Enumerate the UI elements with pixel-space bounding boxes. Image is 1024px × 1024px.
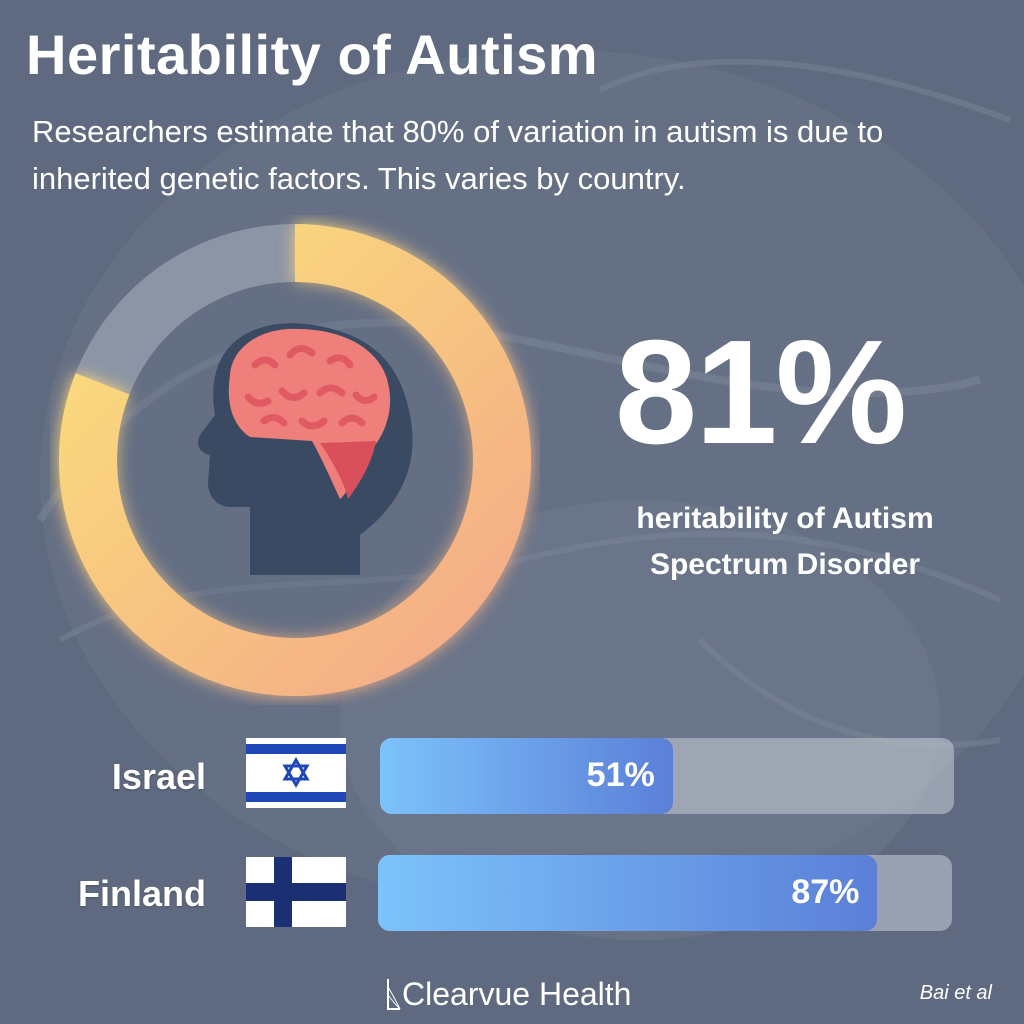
clearvue-logo-icon [387, 979, 401, 1010]
bar-row-finland: Finland 87% [0, 855, 1024, 935]
source-credit: Bai et al [919, 982, 992, 1004]
caption-line-2: Spectrum Disorder [649, 548, 921, 581]
head-brain-icon [198, 323, 413, 575]
finland-flag-icon [246, 857, 346, 927]
bar-track: 51% [380, 738, 954, 814]
headline-stat-caption: heritability of Autism Spectrum Disorder [600, 496, 970, 588]
page-title: Heritability of Autism [26, 23, 599, 86]
bar-label: Israel [111, 756, 206, 797]
caption-line-1: heritability of Autism [636, 502, 934, 535]
donut-value-arc [59, 224, 531, 696]
brand-name: Clearvue Health [402, 975, 632, 1012]
bar-track: 87% [378, 855, 952, 931]
bar-value-label: 87% [791, 873, 860, 911]
bar-row-israel: Israel 51% [0, 738, 1024, 818]
headline-stat-value: 81% [614, 310, 907, 475]
brand: Clearvue Health [386, 970, 631, 1018]
bar-fill: 87% [378, 855, 878, 931]
subtitle: Researchers estimate that 80% of variati… [32, 114, 884, 196]
bar-fill: 51% [380, 738, 673, 814]
bar-label: Finland [78, 873, 206, 914]
heritability-donut-chart [59, 224, 531, 696]
bar-value-label: 51% [586, 756, 655, 794]
israel-flag-icon [246, 738, 346, 808]
